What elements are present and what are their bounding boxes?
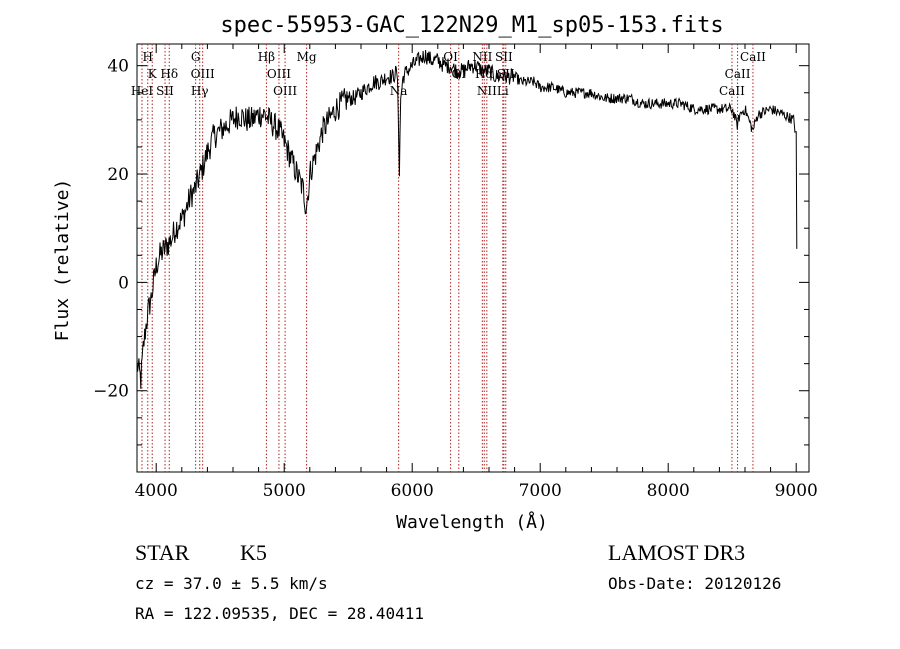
x-axis-label: Wavelength (Å) bbox=[396, 511, 548, 533]
line-marker-label: Mg bbox=[297, 50, 317, 64]
spectrum-line bbox=[136, 49, 798, 389]
y-tick-label: 0 bbox=[118, 273, 129, 293]
x-tick-label: 4000 bbox=[135, 481, 178, 501]
line-marker-label: Hγ bbox=[191, 84, 209, 98]
line-marker-label: K bbox=[148, 67, 158, 81]
y-tick-label: −20 bbox=[93, 382, 129, 402]
coords-text: RA = 122.09535, DEC = 28.40411 bbox=[135, 604, 424, 623]
line-marker-label: SII bbox=[495, 50, 513, 64]
line-marker-label: Hβ bbox=[258, 50, 275, 64]
y-axis-ticks: −20 0 20 40 bbox=[93, 57, 809, 446]
line-marker-label: SII bbox=[156, 84, 174, 98]
x-tick-label: 5000 bbox=[263, 481, 306, 501]
chart-title: spec-55953-GAC_122N29_M1_sp05-153.fits bbox=[220, 13, 723, 38]
line-marker-label: CaII bbox=[719, 84, 745, 98]
redshift-text: cz = 37.0 ± 5.5 km/s bbox=[135, 574, 328, 593]
survey-name: LAMOST DR3 bbox=[608, 540, 746, 565]
line-marker-label: Li bbox=[497, 84, 509, 98]
x-tick-label: 7000 bbox=[519, 481, 562, 501]
line-marker-label: CaII bbox=[740, 50, 766, 64]
x-tick-label: 6000 bbox=[391, 481, 434, 501]
plot-frame bbox=[136, 43, 810, 473]
line-marker-label: G bbox=[191, 50, 201, 64]
line-marker-label: HeI bbox=[131, 84, 154, 98]
series-layer bbox=[136, 49, 798, 389]
obs-date-text: Obs-Date: 20120126 bbox=[608, 574, 782, 593]
line-marker-label: NII bbox=[477, 84, 497, 98]
line-marker-label: OIII bbox=[191, 67, 215, 81]
object-class: STAR bbox=[135, 540, 190, 565]
object-subclass: K5 bbox=[240, 540, 267, 565]
line-marker-label: Na bbox=[390, 84, 408, 98]
line-marker-label: OI bbox=[443, 50, 458, 64]
y-axis-label: Flux (relative) bbox=[52, 179, 73, 342]
x-tick-label: 9000 bbox=[775, 481, 818, 501]
x-tick-label: 8000 bbox=[647, 481, 690, 501]
x-axis-ticks: 4000 5000 6000 7000 8000 9000 bbox=[135, 44, 818, 501]
line-marker-label: NII bbox=[472, 50, 492, 64]
line-marker-label: CaII bbox=[725, 67, 751, 81]
line-marker-label: Hδ bbox=[160, 67, 178, 81]
line-marker-label: OIII bbox=[267, 67, 291, 81]
y-tick-label: 40 bbox=[107, 57, 129, 77]
y-tick-label: 20 bbox=[107, 165, 129, 185]
line-marker-label: H bbox=[143, 50, 153, 64]
line-marker-label: OIII bbox=[273, 84, 297, 98]
